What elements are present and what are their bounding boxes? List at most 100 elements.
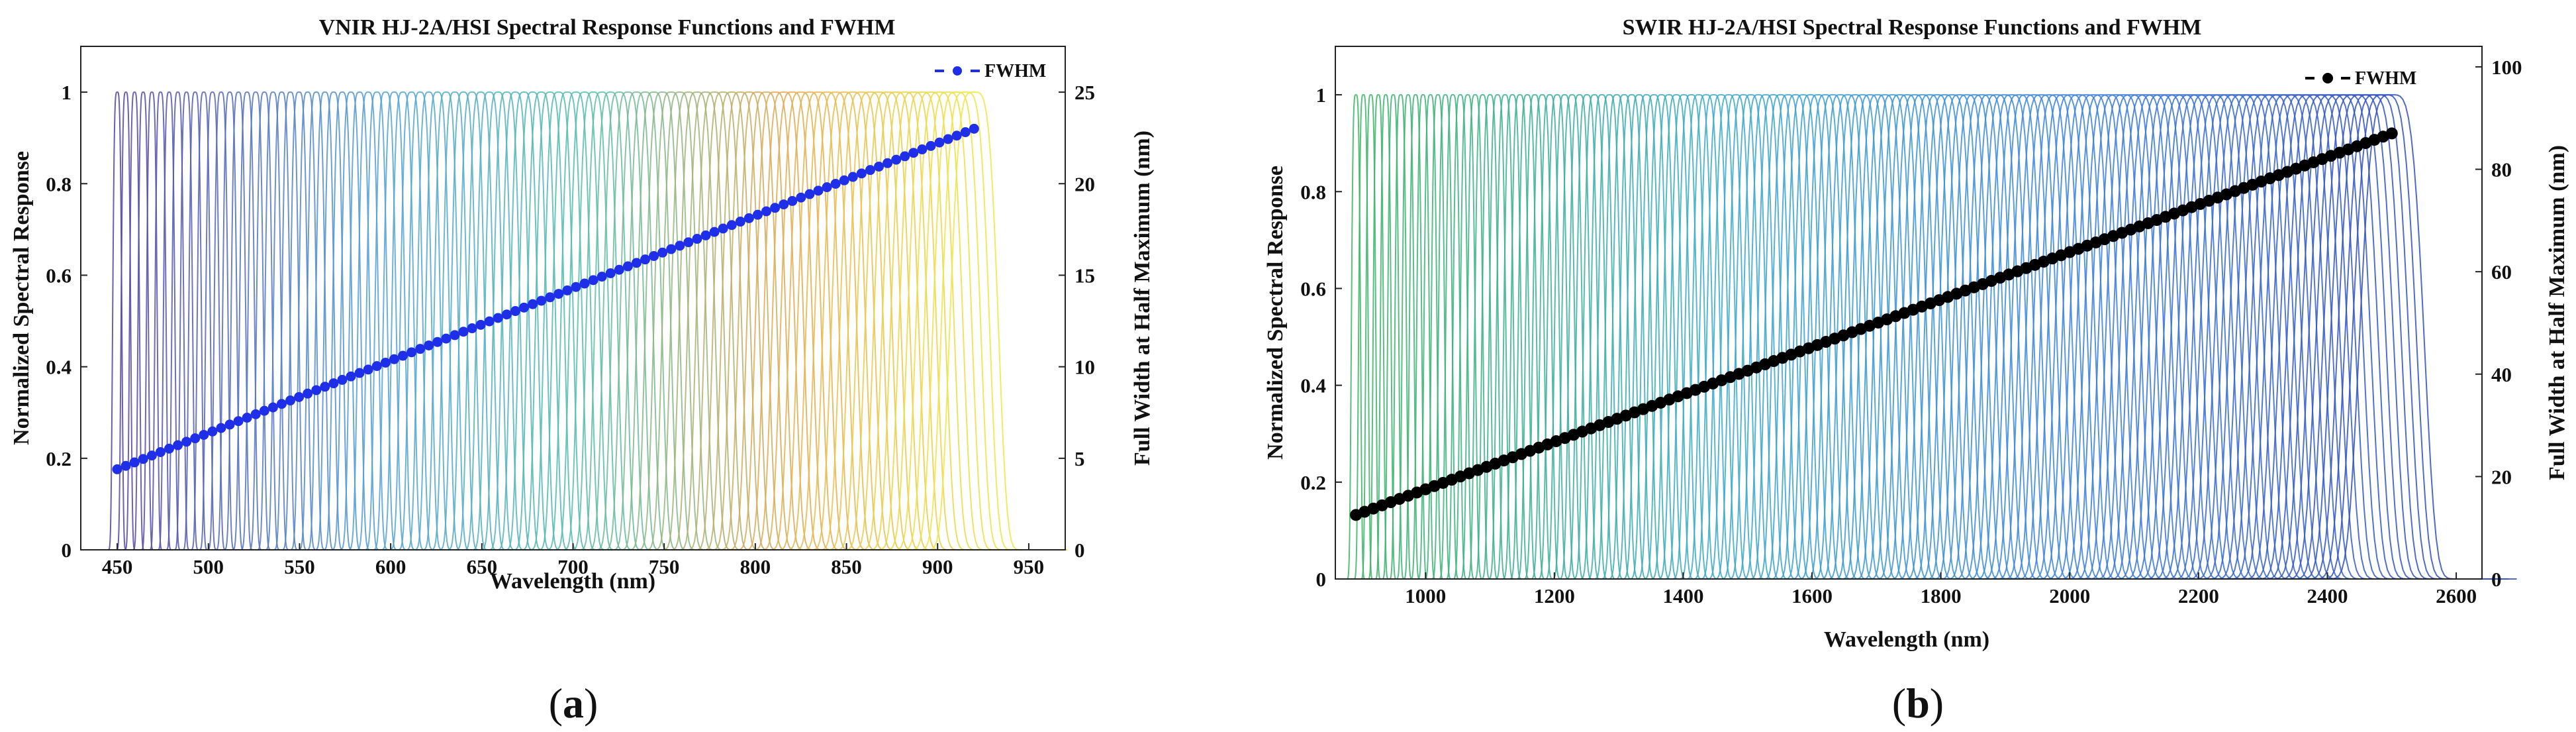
swir-panel: SWIR HJ-2A/HSI Spectral Response Functio… <box>1263 15 2569 727</box>
y-tick-label: 0.2 <box>46 447 72 470</box>
fwhm-point <box>389 354 399 364</box>
fwhm-point <box>856 168 867 179</box>
fwhm-point <box>311 385 322 395</box>
x-tick-label: 2400 <box>2307 584 2348 607</box>
x-tick-label: 1600 <box>1791 584 1833 607</box>
fwhm-point <box>839 175 849 185</box>
fwhm-point <box>969 123 979 134</box>
y2-tick-label: 40 <box>2491 363 2512 386</box>
fwhm-point <box>865 165 875 176</box>
y-tick-label: 0 <box>62 539 72 562</box>
fwhm-point <box>146 450 157 461</box>
fwhm-point <box>640 254 651 265</box>
fwhm-point <box>510 306 520 317</box>
fwhm-point <box>320 382 330 392</box>
x-tick-label: 600 <box>375 555 406 578</box>
swir-chart-title: SWIR HJ-2A/HSI Spectral Response Functio… <box>1623 15 2202 40</box>
vnir-legend: FWHM <box>935 61 1046 81</box>
fwhm-point <box>129 457 140 468</box>
fwhm-point <box>700 230 711 240</box>
fwhm-point <box>726 220 737 231</box>
y-tick-label: 0.8 <box>46 172 72 195</box>
y2-tick-label: 10 <box>1074 356 1095 379</box>
fwhm-point <box>562 285 573 295</box>
fwhm-point <box>424 340 434 350</box>
x-tick-label: 850 <box>831 555 862 578</box>
fwhm-point <box>675 240 685 251</box>
fwhm-point <box>380 357 391 368</box>
fwhm-point <box>761 206 772 217</box>
y-tick-label: 0.6 <box>1300 277 1326 300</box>
y-tick-label: 0.2 <box>1300 471 1326 494</box>
x-tick-label: 500 <box>193 555 224 578</box>
fwhm-point <box>657 247 668 258</box>
fwhm-point <box>164 443 175 454</box>
fwhm-point <box>250 409 261 419</box>
fwhm-point <box>718 223 728 234</box>
swir-y-axis-label: Normalized Spectral Response <box>1263 166 1288 460</box>
fwhm-point <box>397 350 408 361</box>
fwhm-point <box>743 213 754 223</box>
swir-x-axis: 1000 1200 1400 1600 1800 2000 2200 2400 2600 <box>1405 572 2477 607</box>
fwhm-point <box>501 309 512 320</box>
x-tick-label: 2200 <box>2178 584 2219 607</box>
vnir-x-axis: 450 500 550 600 650 700 750 800 850 900 950 <box>102 543 1044 578</box>
fwhm-point <box>579 278 590 289</box>
fwhm-point <box>649 250 659 261</box>
fwhm-point <box>484 316 495 327</box>
vnir-y2-axis: 0 5 10 15 20 25 <box>1059 81 1095 562</box>
fwhm-point <box>804 189 815 199</box>
swir-y-axis: 0 0.2 0.4 0.6 0.8 1 <box>1300 83 1342 591</box>
fwhm-point <box>294 392 305 402</box>
fwhm-point <box>571 282 581 292</box>
y2-tick-label: 5 <box>1074 447 1085 470</box>
fwhm-point <box>536 295 547 306</box>
fwhm-point <box>951 131 962 141</box>
x-tick-label: 750 <box>649 555 680 578</box>
x-tick-label: 1800 <box>1921 584 1962 607</box>
fwhm-point <box>588 275 598 286</box>
y-tick-label: 0.6 <box>46 264 72 287</box>
y2-tick-label: 100 <box>2491 56 2522 79</box>
x-tick-label: 2000 <box>2049 584 2090 607</box>
fwhm-point <box>943 134 953 144</box>
x-tick-label: 1200 <box>1534 584 1575 607</box>
swir-y2-axis-label: Full Width at Half Maximum (nm) <box>2545 145 2569 480</box>
swir-y2-axis: 0 20 40 60 80 100 <box>2475 56 2522 591</box>
fwhm-point <box>199 429 209 440</box>
swir-x-axis-label: Wavelength (nm) <box>1824 627 1989 652</box>
y2-tick-label: 0 <box>1074 539 1085 562</box>
vnir-panel: VNIR HJ-2A/HSI Spectral Response Functio… <box>9 15 1155 727</box>
fwhm-point <box>467 323 477 334</box>
fwhm-point <box>181 437 192 447</box>
caption-a: (a) <box>549 680 598 727</box>
fwhm-point <box>874 161 884 172</box>
y2-tick-label: 80 <box>2491 158 2512 182</box>
x-tick-label: 550 <box>284 555 315 578</box>
fwhm-point <box>432 337 443 347</box>
y-tick-label: 1 <box>62 81 72 104</box>
fwhm-point <box>666 244 677 254</box>
fwhm-point <box>441 333 452 344</box>
fwhm-point <box>960 127 971 138</box>
fwhm-point <box>596 272 607 282</box>
fwhm-point <box>415 344 426 354</box>
fwhm-point <box>259 405 269 416</box>
swir-legend: FWHM <box>2305 68 2416 89</box>
fwhm-point <box>709 227 720 237</box>
fwhm-point <box>112 464 122 474</box>
fwhm-point <box>233 416 244 427</box>
fwhm-point <box>917 144 928 155</box>
fwhm-point <box>735 217 745 227</box>
y2-tick-label: 20 <box>2491 465 2512 488</box>
fwhm-point <box>303 388 313 399</box>
fwhm-point <box>371 361 382 372</box>
x-tick-label: 900 <box>922 555 953 578</box>
fwhm-point <box>242 413 252 423</box>
fwhm-point <box>796 192 806 203</box>
fwhm-point <box>553 289 564 299</box>
vnir-fwhm-series <box>112 123 979 474</box>
fwhm-point <box>614 264 624 275</box>
fwhm-point <box>891 154 902 165</box>
fwhm-point <box>813 185 824 196</box>
